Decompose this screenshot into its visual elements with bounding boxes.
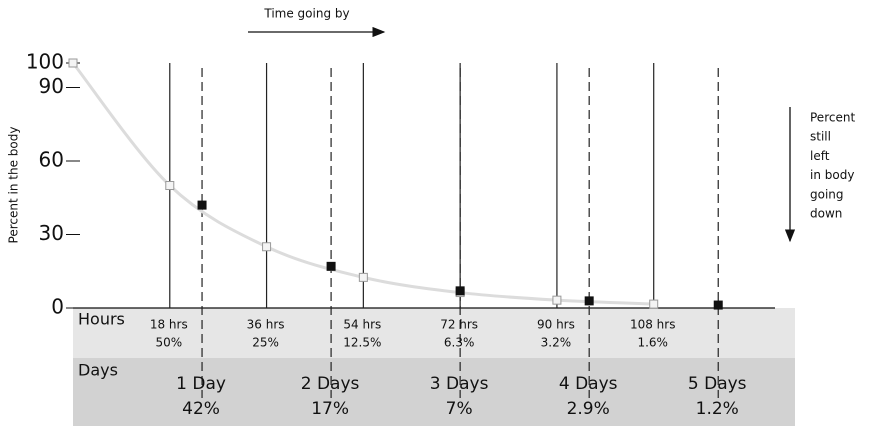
data-point <box>197 200 207 210</box>
data-point <box>649 299 659 309</box>
annotation-line: still <box>810 130 831 144</box>
y-tick-label: 60 <box>39 148 64 172</box>
value-label: 6.3% <box>444 336 475 350</box>
data-point <box>552 295 562 305</box>
annotation-line: Percent <box>810 111 855 125</box>
annotation-line: down <box>810 207 842 221</box>
y-tick-label: 30 <box>39 221 64 245</box>
value-label: 42% <box>182 399 220 419</box>
x-label: 90 hrs <box>537 318 575 332</box>
value-label: 1.6% <box>637 336 668 350</box>
row-header: Hours <box>78 310 125 329</box>
x-label: 36 hrs <box>247 318 285 332</box>
x-label: 3 Days <box>430 374 489 394</box>
value-label: 50% <box>155 336 182 350</box>
x-label: 1 Day <box>176 374 226 394</box>
x-label: 72 hrs <box>440 318 478 332</box>
annotation-line: going <box>810 187 844 201</box>
value-label: 2.9% <box>567 399 610 419</box>
data-point <box>68 58 78 68</box>
value-label: 25% <box>252 336 279 350</box>
annotation-line: in body <box>810 168 854 182</box>
row-header: Days <box>78 361 118 380</box>
value-label: 12.5% <box>343 336 381 350</box>
value-label: 1.2% <box>696 399 739 419</box>
y-tick-label: 90 <box>39 74 64 98</box>
x-label: 108 hrs <box>630 318 676 332</box>
data-point <box>455 286 465 296</box>
value-label: 17% <box>311 399 349 419</box>
x-label: 18 hrs <box>150 318 188 332</box>
y-tick-label: 100 <box>26 50 64 74</box>
data-point <box>584 296 594 306</box>
chart-title: Time going by <box>263 7 349 21</box>
hours-row <box>73 308 795 358</box>
value-label: 7% <box>446 399 473 419</box>
x-label: 4 Days <box>559 374 618 394</box>
data-point <box>262 242 272 252</box>
x-label: 54 hrs <box>343 318 381 332</box>
data-point <box>326 261 336 271</box>
x-label: 2 Days <box>301 374 360 394</box>
y-axis-label: Percent in the body <box>7 127 21 244</box>
data-point <box>165 181 175 190</box>
value-label: 3.2% <box>541 336 572 350</box>
y-tick-label: 0 <box>51 295 64 319</box>
days-row <box>73 358 795 426</box>
data-point <box>358 272 368 282</box>
annotation-line: left <box>810 149 830 163</box>
x-label: 5 Days <box>688 374 747 394</box>
data-point <box>713 300 723 310</box>
